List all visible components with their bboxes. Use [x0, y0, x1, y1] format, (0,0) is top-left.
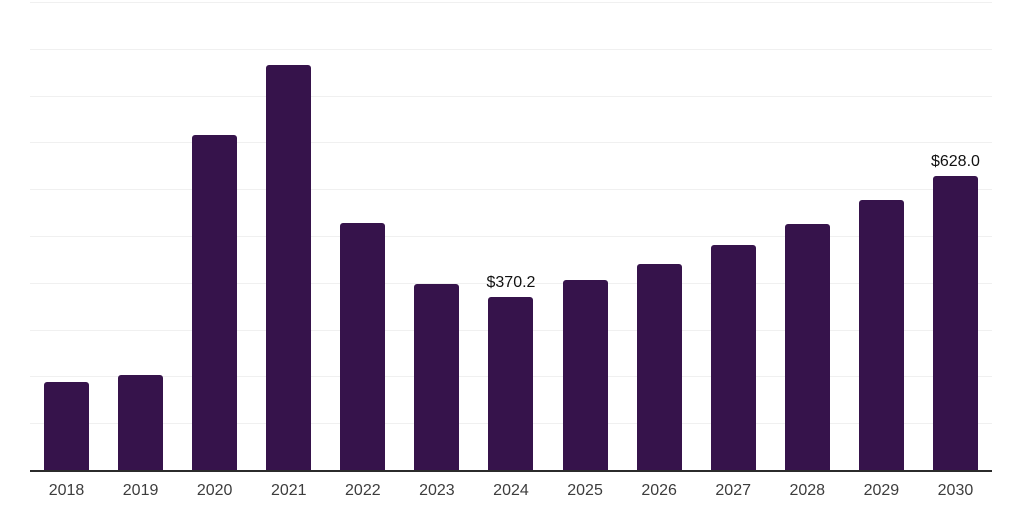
- x-tick-2022: 2022: [345, 482, 381, 499]
- bar-2021: [266, 65, 312, 470]
- x-tick-2018: 2018: [48, 482, 85, 499]
- x-tick-2021: 2021: [270, 482, 307, 499]
- bar-2024: $370.2: [487, 274, 535, 470]
- gridline: [30, 95, 992, 97]
- gridline: [30, 189, 992, 191]
- gridline: [30, 282, 992, 284]
- plot-area: $370.2 $628.0: [30, 2, 992, 472]
- x-tick-2029: 2029: [863, 482, 900, 499]
- gridline: [30, 142, 992, 144]
- data-label-2030: $628.0: [930, 153, 980, 171]
- x-tick-2026: 2026: [641, 482, 677, 499]
- x-tick-2019: 2019: [122, 482, 159, 499]
- bar-2023: [414, 283, 460, 470]
- bar-2020: [192, 134, 238, 470]
- gridline: [30, 236, 992, 237]
- x-tick-2024: 2024: [493, 482, 529, 499]
- bars-container: $370.2 $628.0: [30, 2, 992, 470]
- bar-2022: [340, 223, 386, 470]
- x-tick-2030: 2030: [937, 482, 974, 499]
- bar-2030: $628.0: [931, 153, 980, 470]
- bar-2029: [858, 200, 904, 470]
- bar-2019: [118, 375, 164, 470]
- bar-2026: [636, 263, 682, 470]
- x-tick-2025: 2025: [567, 482, 603, 499]
- x-tick-2027: 2027: [715, 482, 751, 499]
- bar-2025: [562, 280, 608, 470]
- x-axis-labels: 2018 2019 2020 2021 2022 2023 2024 2025 2026 2027…: [30, 481, 992, 501]
- bar-2027: [710, 245, 756, 470]
- x-tick-2023: 2023: [419, 482, 455, 499]
- gridline: [30, 2, 992, 3]
- x-tick-2020: 2020: [196, 482, 233, 499]
- gridline: [30, 48, 992, 50]
- bar-2018: [44, 382, 89, 470]
- data-label-2024: $370.2: [486, 273, 536, 291]
- bar-2028: [784, 223, 830, 470]
- x-tick-2028: 2028: [789, 482, 826, 499]
